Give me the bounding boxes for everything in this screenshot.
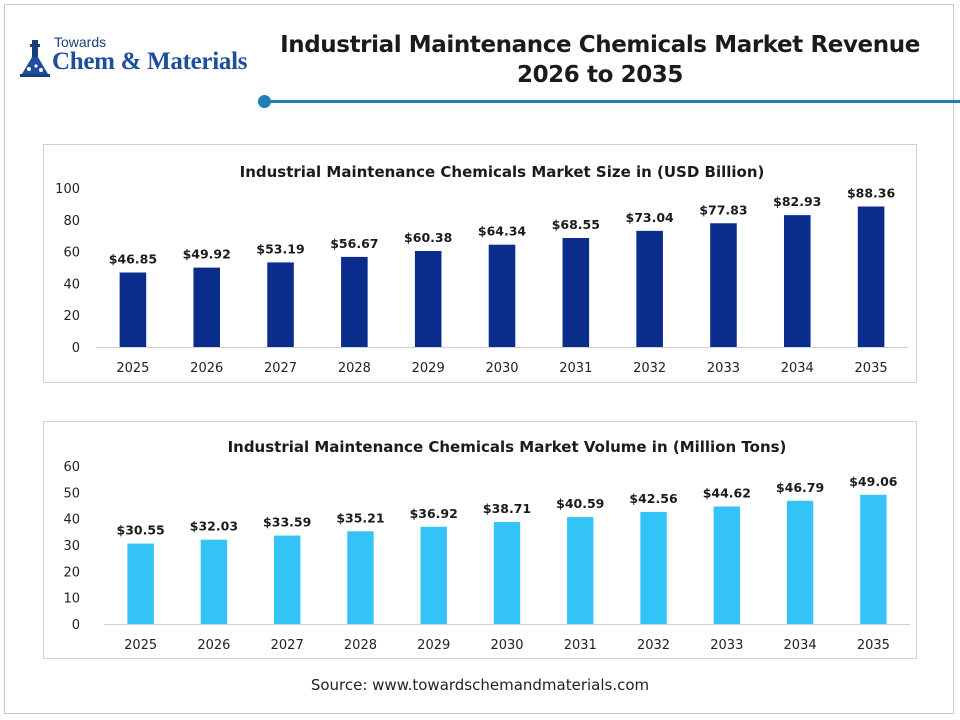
x-tick-label: 2035	[857, 638, 890, 653]
bar-2035	[857, 206, 885, 347]
y-tick-label: 60	[63, 460, 80, 475]
data-label-2033: $77.83	[699, 202, 747, 217]
y-tick-label: 20	[63, 565, 80, 580]
data-label-2035: $88.36	[847, 186, 896, 201]
y-tick-label: 20	[63, 309, 80, 324]
revenue-chart-panel: Industrial Maintenance Chemicals Market …	[43, 144, 917, 383]
data-label-2034: $46.79	[776, 480, 824, 495]
data-label-2028: $35.21	[336, 510, 384, 525]
logo-top-text: Towards	[54, 34, 107, 50]
bar-2032	[640, 511, 667, 624]
bar-2029	[414, 250, 442, 347]
data-label-2029: $36.92	[410, 506, 458, 521]
bar-2026	[193, 267, 221, 347]
flask-icon	[20, 40, 50, 77]
data-label-2030: $64.34	[478, 224, 527, 239]
data-label-2030: $38.71	[483, 501, 531, 516]
data-label-2027: $53.19	[256, 241, 304, 256]
bar-2026	[200, 539, 228, 624]
x-tick-label: 2027	[271, 638, 304, 653]
title-divider-line	[270, 100, 960, 103]
x-tick-label: 2030	[485, 361, 518, 376]
chart-title: Industrial Maintenance Chemicals Market …	[240, 163, 765, 181]
page-title-line2: 2026 to 2035	[516, 62, 684, 88]
y-tick-label: 40	[63, 513, 80, 528]
bar-2035	[860, 494, 887, 624]
x-tick-label: 2029	[412, 361, 445, 376]
data-label-2032: $42.56	[629, 491, 678, 506]
x-tick-label: 2033	[707, 361, 740, 376]
bar-2027	[267, 262, 294, 347]
logo-main-text: Chem & Materials	[52, 48, 248, 75]
x-tick-label: 2035	[855, 361, 888, 376]
page-title: Industrial Maintenance Chemicals Market …	[270, 30, 930, 90]
data-label-2029: $60.38	[404, 230, 452, 245]
volume-chart-panel: Industrial Maintenance Chemicals Market …	[43, 421, 917, 659]
y-tick-label: 10	[63, 592, 80, 607]
page-frame	[4, 4, 954, 714]
data-label-2025: $30.55	[117, 523, 165, 538]
bar-2025	[119, 272, 147, 347]
y-tick-label: 40	[63, 277, 80, 292]
data-label-2026: $49.92	[183, 247, 231, 262]
y-tick-label: 50	[63, 486, 80, 501]
bar-2034	[783, 215, 811, 347]
brand-logo: Towards Chem & Materials	[14, 34, 264, 82]
data-label-2031: $68.55	[552, 217, 600, 232]
title-divider-dot	[258, 95, 271, 108]
y-tick-label: 60	[63, 246, 80, 261]
x-tick-label: 2034	[781, 361, 814, 376]
bar-2030	[493, 522, 521, 624]
data-label-2028: $56.67	[330, 236, 378, 251]
data-label-2026: $32.03	[190, 519, 238, 534]
y-tick-label: 30	[63, 539, 80, 554]
x-tick-label: 2032	[637, 638, 670, 653]
x-tick-label: 2025	[124, 638, 157, 653]
bar-2033	[710, 223, 737, 347]
bar-2032	[636, 230, 663, 347]
bar-2030	[488, 244, 516, 347]
bar-2025	[127, 543, 154, 624]
bar-2031	[567, 517, 594, 624]
x-tick-label: 2031	[559, 361, 592, 376]
y-tick-label: 0	[72, 618, 80, 633]
data-label-2032: $73.04	[626, 210, 675, 225]
bar-2029	[420, 526, 447, 624]
bar-2028	[347, 531, 374, 624]
source-note: Source: www.towardschemandmaterials.com	[310, 676, 650, 694]
bar-2027	[273, 535, 301, 624]
bar-2028	[341, 256, 368, 347]
y-tick-label: 80	[63, 214, 80, 229]
x-tick-label: 2030	[490, 638, 523, 653]
data-label-2025: $46.85	[109, 252, 157, 267]
data-label-2027: $33.59	[263, 515, 311, 530]
x-tick-label: 2028	[344, 638, 377, 653]
revenue-bar-chart: Industrial Maintenance Chemicals Market …	[55, 163, 908, 376]
bar-2033	[713, 506, 741, 624]
x-tick-label: 2032	[633, 361, 666, 376]
x-tick-label: 2034	[784, 638, 817, 653]
x-tick-label: 2028	[338, 361, 371, 376]
chart-title: Industrial Maintenance Chemicals Market …	[228, 438, 787, 456]
x-tick-label: 2026	[190, 361, 223, 376]
data-label-2033: $44.62	[703, 486, 751, 501]
x-tick-label: 2029	[417, 638, 450, 653]
page-title-line1: Industrial Maintenance Chemicals Market …	[280, 32, 920, 58]
x-tick-label: 2026	[197, 638, 230, 653]
x-tick-label: 2025	[116, 361, 149, 376]
y-tick-label: 100	[55, 182, 80, 197]
data-label-2031: $40.59	[556, 496, 604, 511]
x-tick-label: 2031	[564, 638, 597, 653]
x-tick-label: 2027	[264, 361, 297, 376]
data-label-2035: $49.06	[849, 474, 898, 489]
data-label-2034: $82.93	[773, 194, 821, 209]
x-tick-label: 2033	[710, 638, 743, 653]
bar-2034	[786, 500, 814, 624]
volume-bar-chart: Industrial Maintenance Chemicals Market …	[63, 438, 910, 653]
y-tick-label: 0	[72, 341, 80, 356]
bar-2031	[562, 238, 590, 347]
